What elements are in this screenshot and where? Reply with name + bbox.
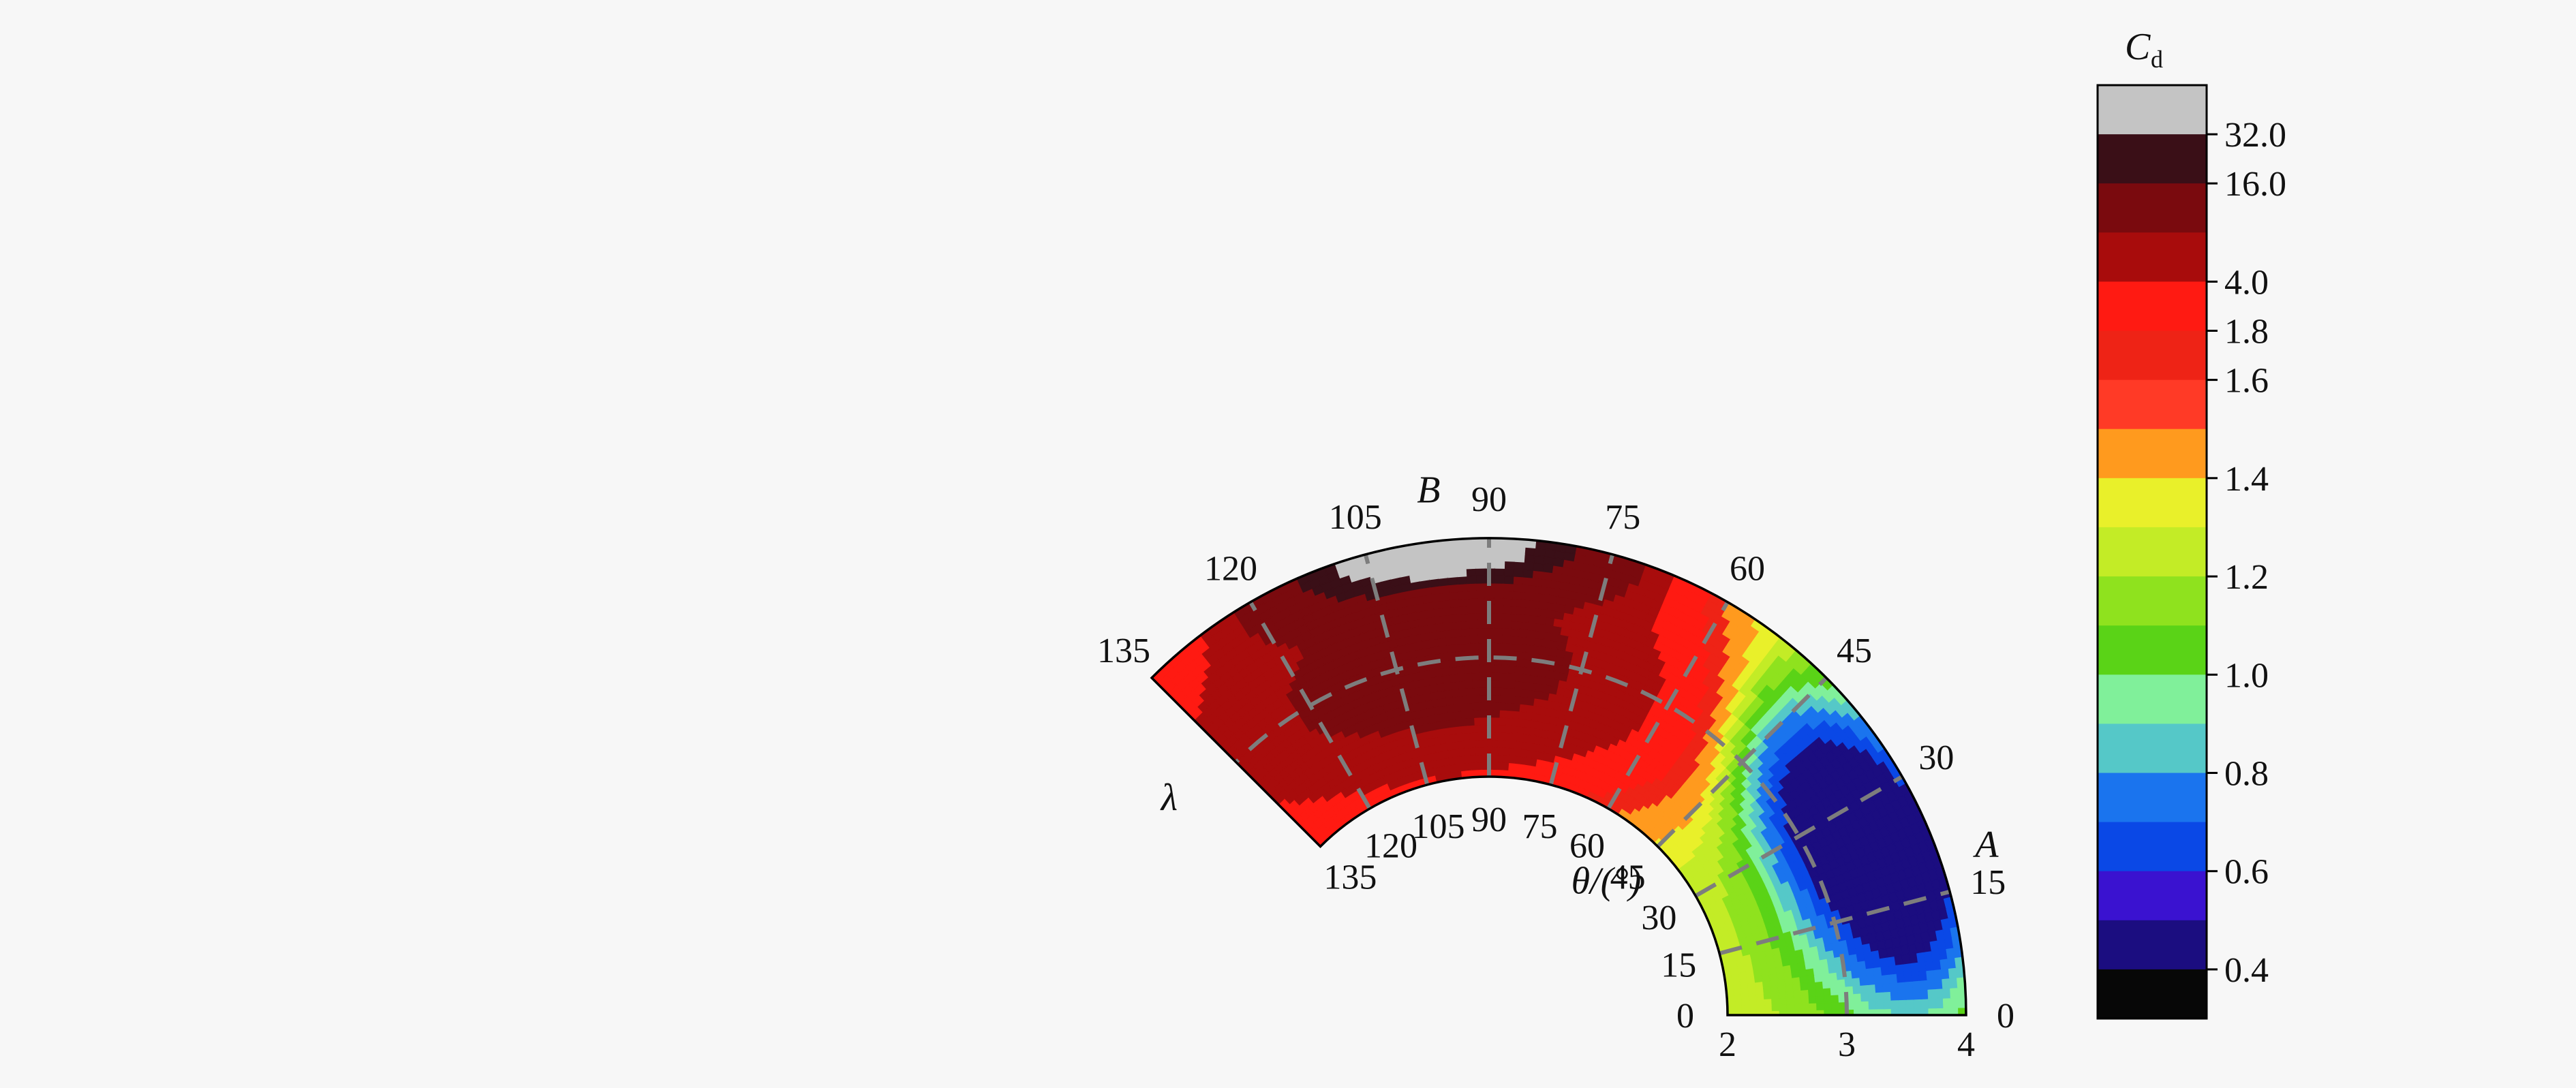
outer-angle-tick: 135 bbox=[1097, 632, 1150, 670]
outer-angle-tick: 105 bbox=[1329, 498, 1382, 537]
colorbar-tick-label: 0.8 bbox=[2224, 755, 2269, 794]
marker-a: A bbox=[1972, 824, 1999, 866]
colorbar-band bbox=[2098, 822, 2207, 872]
outer-angle-tick: 75 bbox=[1605, 498, 1640, 537]
colorbar-tick-label: 1.4 bbox=[2224, 460, 2269, 499]
colorbar-band bbox=[2098, 773, 2207, 823]
inner-angle-tick: 30 bbox=[1641, 899, 1676, 937]
colorbar-band bbox=[2098, 281, 2207, 332]
colorbar-band bbox=[2098, 527, 2207, 577]
colorbar-band bbox=[2098, 134, 2207, 185]
colorbar-tick-label: 1.2 bbox=[2224, 558, 2269, 597]
colorbar-band bbox=[2098, 183, 2207, 234]
colorbar-tick-label: 0.4 bbox=[2224, 951, 2269, 990]
colorbar-tick-label: 1.8 bbox=[2224, 313, 2269, 352]
colorbar-tick-label: 1.0 bbox=[2224, 656, 2269, 695]
colorbar-band bbox=[2098, 429, 2207, 479]
outer-angle-tick: 15 bbox=[1970, 863, 2006, 902]
colorbar-band bbox=[2098, 625, 2207, 676]
colorbar-band bbox=[2098, 969, 2207, 1019]
colorbar-band bbox=[2098, 85, 2207, 136]
outer-angle-tick: 60 bbox=[1730, 550, 1765, 589]
inner-angle-tick: 135 bbox=[1323, 858, 1377, 897]
colorbar-tick-label: 16.0 bbox=[2224, 165, 2286, 204]
inner-angle-tick: 15 bbox=[1661, 946, 1696, 985]
colorbar-band bbox=[2098, 330, 2207, 381]
radial-tick: 2 bbox=[1719, 1025, 1736, 1064]
colorbar-band bbox=[2098, 232, 2207, 283]
inner-angle-tick: 105 bbox=[1412, 807, 1465, 846]
colorbar-band bbox=[2098, 674, 2207, 725]
colorbar-band bbox=[2098, 576, 2207, 627]
inner-angle-tick: 75 bbox=[1522, 807, 1558, 846]
colorbar-band bbox=[2098, 379, 2207, 430]
outer-angle-tick: 90 bbox=[1471, 480, 1507, 519]
colorbar-tick-label: 0.6 bbox=[2224, 853, 2269, 892]
inner-angle-tick: 90 bbox=[1471, 801, 1507, 839]
contour-fill bbox=[1152, 538, 1966, 1015]
colorbar-tick-label: 4.0 bbox=[2224, 263, 2269, 302]
colorbar-tick-label: 32.0 bbox=[2224, 116, 2286, 155]
colorbar-band bbox=[2098, 920, 2207, 970]
marker-b: B bbox=[1417, 469, 1440, 511]
colorbar-tick-label: 1.6 bbox=[2224, 362, 2269, 401]
angular-axis-label: θ/(°) bbox=[1571, 860, 1642, 903]
outer-angle-tick: 30 bbox=[1918, 739, 1954, 777]
colorbar-band bbox=[2098, 478, 2207, 528]
radial-axis-label: λ bbox=[1160, 777, 1178, 819]
colorbar-title-subscript: d bbox=[2151, 46, 2163, 73]
colorbar-band bbox=[2098, 871, 2207, 921]
colorbar-band bbox=[2098, 724, 2207, 774]
inner-angle-tick: 0 bbox=[1676, 997, 1694, 1036]
outer-angle-tick: 120 bbox=[1204, 550, 1257, 589]
radial-tick: 4 bbox=[1957, 1025, 1975, 1064]
outer-angle-tick: 45 bbox=[1837, 632, 1872, 670]
colorbar-title: C bbox=[2125, 26, 2151, 68]
outer-angle-tick: 0 bbox=[1997, 997, 2014, 1036]
radial-tick: 3 bbox=[1838, 1025, 1856, 1064]
